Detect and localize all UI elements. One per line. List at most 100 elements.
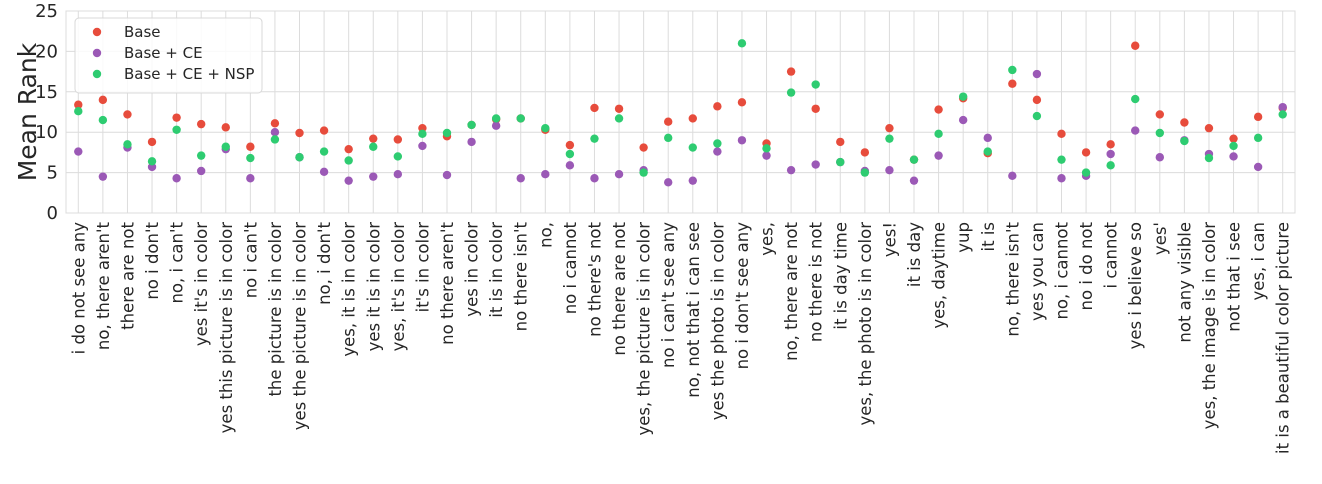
point xyxy=(344,176,353,185)
x-tick-label: yes, it is in color xyxy=(340,222,359,357)
point xyxy=(147,137,157,147)
x-tick-label: no there isn't xyxy=(512,221,531,331)
x-tick-label: no, i don't xyxy=(315,221,334,304)
x-tick-label: yes! xyxy=(880,222,899,257)
point xyxy=(393,152,403,161)
point xyxy=(1032,69,1042,79)
x-tick-label: no, there isn't xyxy=(1003,221,1022,336)
point xyxy=(1131,41,1140,50)
x-tick-label: no, not that i can see xyxy=(684,222,703,398)
point xyxy=(1008,79,1017,88)
point xyxy=(442,170,452,180)
point xyxy=(934,129,943,139)
point xyxy=(811,160,820,169)
point xyxy=(639,168,648,177)
point xyxy=(688,176,697,185)
y-tick-label: 15 xyxy=(35,82,58,103)
x-tick-label: it is in color xyxy=(487,222,506,318)
point xyxy=(737,98,747,107)
point xyxy=(270,135,280,144)
point xyxy=(983,133,992,143)
point xyxy=(1229,134,1238,143)
y-tick-label: 25 xyxy=(35,1,58,22)
x-tick-label: yes, i can xyxy=(1249,222,1268,300)
legend-marker xyxy=(92,27,102,37)
point xyxy=(270,119,280,128)
point xyxy=(246,142,255,151)
x-tick-label: it is day time xyxy=(831,222,850,330)
x-tick-label: no i can't see any xyxy=(659,222,678,368)
point xyxy=(1278,110,1287,119)
point xyxy=(836,157,845,167)
point xyxy=(664,117,673,126)
x-tick-label: no there's not xyxy=(585,221,604,336)
point xyxy=(393,135,403,144)
point xyxy=(369,142,378,151)
point xyxy=(590,134,599,143)
legend-label: Base xyxy=(124,23,161,41)
point xyxy=(74,106,83,116)
point xyxy=(713,139,722,148)
point xyxy=(74,147,83,156)
point xyxy=(762,151,771,160)
point xyxy=(664,178,673,187)
x-axis: i do not see any no, there aren't there ar… xyxy=(69,221,1292,453)
legend: Base Base + CE Base + CE + NSP xyxy=(74,17,263,94)
point xyxy=(1081,168,1091,177)
point xyxy=(1032,95,1042,105)
x-tick-label: yes, the photo is in color xyxy=(856,222,875,426)
point xyxy=(1106,140,1115,149)
point xyxy=(1131,94,1140,104)
point xyxy=(590,174,599,183)
x-tick-label: no i can't xyxy=(241,221,260,298)
point xyxy=(393,170,403,179)
point xyxy=(909,176,919,185)
x-tick-label: no there aren't xyxy=(438,221,457,344)
point xyxy=(860,168,870,177)
point xyxy=(369,134,378,143)
x-tick-label: yes, daytime xyxy=(930,222,949,329)
legend-box xyxy=(74,17,263,94)
point xyxy=(614,170,624,179)
point xyxy=(1229,152,1238,161)
point xyxy=(860,148,870,157)
x-tick-label: yes, the image is in color xyxy=(1200,222,1219,430)
legend-label: Base + CE + NSP xyxy=(124,65,254,83)
point xyxy=(1278,102,1287,112)
x-tick-label: yes the photo is in color xyxy=(708,222,727,420)
x-tick-label: i do not see any xyxy=(69,222,88,355)
point xyxy=(123,140,132,149)
point xyxy=(319,126,329,135)
point xyxy=(221,142,230,151)
x-tick-label: yes this picture is in color xyxy=(217,222,236,434)
point xyxy=(909,155,919,164)
legend-label: Base + CE xyxy=(124,44,203,62)
point xyxy=(786,67,796,76)
point xyxy=(1057,174,1066,183)
x-tick-label: yes i believe so xyxy=(1126,222,1145,349)
x-tick-label: no, there are not xyxy=(782,221,801,360)
point xyxy=(639,143,648,152)
point xyxy=(1253,112,1263,122)
point xyxy=(344,156,353,165)
point xyxy=(1253,133,1263,143)
x-tick-label: yes you can xyxy=(1028,222,1047,321)
point xyxy=(196,166,206,176)
x-tick-label: not any visible xyxy=(1175,222,1194,343)
point xyxy=(1057,155,1066,164)
point xyxy=(664,133,673,143)
point xyxy=(614,114,624,123)
point xyxy=(1155,128,1165,138)
x-tick-label: no, i cannot xyxy=(1052,221,1071,319)
x-tick-label: no i don't see any xyxy=(733,222,752,370)
point xyxy=(713,147,722,156)
x-tick-label: yes it's in color xyxy=(192,222,211,346)
point xyxy=(958,115,968,125)
point xyxy=(442,128,452,138)
x-tick-label: yes' xyxy=(1151,222,1170,255)
point xyxy=(885,165,894,175)
x-tick-label: no i cannot xyxy=(561,221,580,314)
point xyxy=(1155,153,1165,162)
